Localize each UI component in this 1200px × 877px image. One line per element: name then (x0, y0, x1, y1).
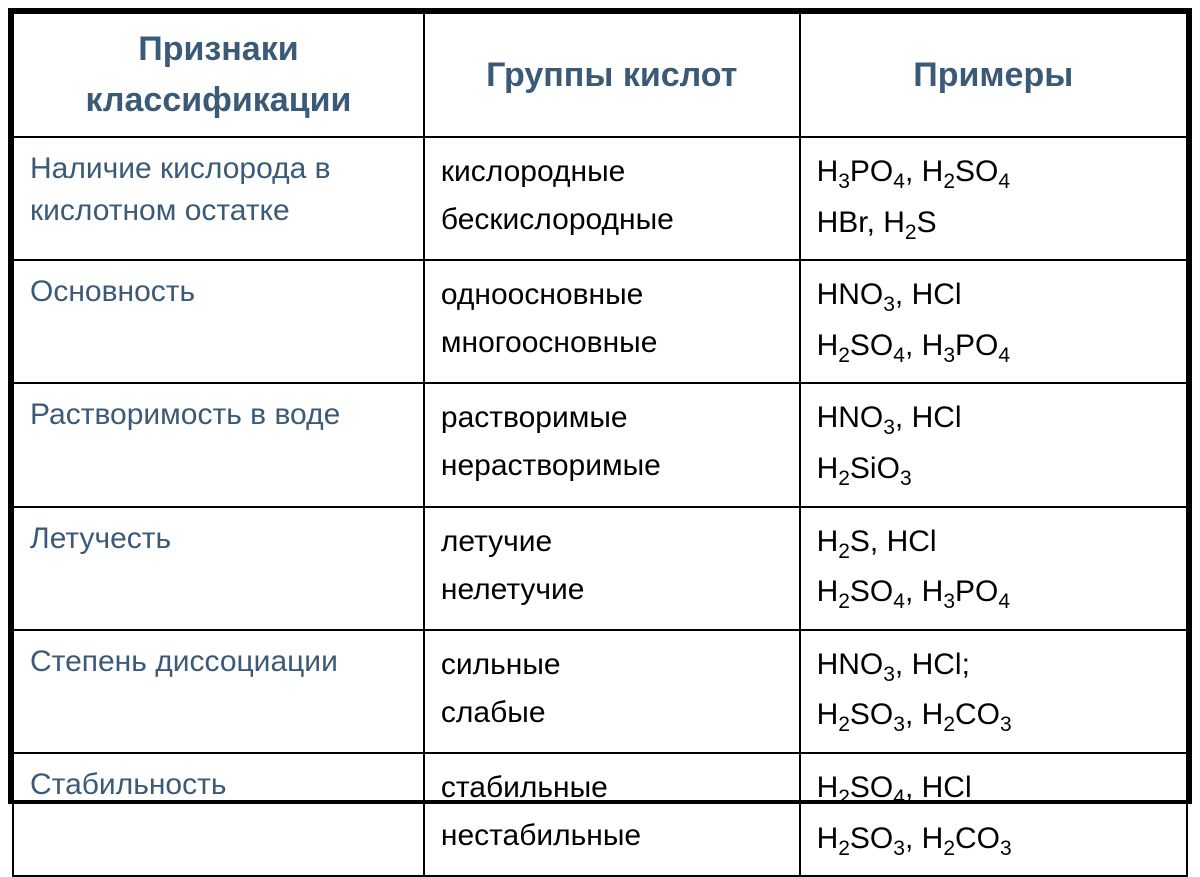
examples-cell: HNO3, HClH2SiO3 (800, 383, 1187, 506)
group-line: сильные (441, 641, 783, 689)
group-line: слабые (441, 689, 783, 737)
example-line: H2SO4, H3PO4 (817, 322, 1170, 373)
group-line: нестабильные (441, 812, 783, 860)
groups-cell: сильныеслабые (424, 630, 800, 753)
example-line: H2SO3, H2CO3 (817, 691, 1170, 742)
groups-cell: кислородныебескислородные (424, 137, 800, 260)
example-line: HBr, H2S (817, 199, 1170, 250)
header-groups: Группы кислот (424, 13, 800, 137)
classification-table: Признаки классификации Группы кислот При… (12, 12, 1188, 877)
criteria-cell: Растворимость в воде (13, 383, 424, 506)
group-line: нелетучие (441, 566, 783, 614)
group-line: растворимые (441, 394, 783, 442)
example-line: H2SO4, H3PO4 (817, 568, 1170, 619)
example-line: H2S, HCl (817, 518, 1170, 569)
group-line: нерастворимые (441, 442, 783, 490)
criteria-cell: Наличие кислорода в кислотном остатке (13, 137, 424, 260)
table-body: Наличие кислорода в кислотном остаткекис… (13, 137, 1187, 876)
example-line: H2SO3, H2CO3 (817, 815, 1170, 866)
examples-cell: H2S, HClH2SO4, H3PO4 (800, 507, 1187, 630)
group-line: летучие (441, 518, 783, 566)
examples-cell: HNO3, HCl; H2SO3, H2CO3 (800, 630, 1187, 753)
table-row: Растворимость в водерастворимыенераствор… (13, 383, 1187, 506)
group-line: одноосновные (441, 271, 783, 319)
examples-cell: HNO3, HClH2SO4, H3PO4 (800, 260, 1187, 383)
example-line: H2SiO3 (817, 445, 1170, 496)
table-row: ОсновностьодноосновныемногоосновныеHNO3,… (13, 260, 1187, 383)
acids-classification-table: Признаки классификации Группы кислот При… (8, 8, 1192, 804)
examples-cell: H2SO4, HCl H2SO3, H2CO3 (800, 753, 1187, 876)
groups-cell: летучиенелетучие (424, 507, 800, 630)
table-header-row: Признаки классификации Группы кислот При… (13, 13, 1187, 137)
table-row: ЛетучестьлетучиенелетучиеH2S, HClH2SO4, … (13, 507, 1187, 630)
example-line: H3PO4, H2SO4 (817, 148, 1170, 199)
criteria-cell: Степень диссоциации (13, 630, 424, 753)
example-line: HNO3, HCl (817, 271, 1170, 322)
table-row: Наличие кислорода в кислотном остаткекис… (13, 137, 1187, 260)
example-line: HNO3, HCl (817, 394, 1170, 445)
group-line: бескислородные (441, 196, 783, 244)
example-line: HNO3, HCl; (817, 641, 1170, 692)
group-line: стабильные (441, 764, 783, 812)
example-line: H2SO4, HCl (817, 764, 1170, 815)
group-line: многоосновные (441, 319, 783, 367)
header-examples: Примеры (800, 13, 1187, 137)
criteria-cell: Летучесть (13, 507, 424, 630)
groups-cell: одноосновныемногоосновные (424, 260, 800, 383)
table-row: Степень диссоциациисильныеслабыеHNO3, HC… (13, 630, 1187, 753)
criteria-cell: Основность (13, 260, 424, 383)
groups-cell: стабильныенестабильные (424, 753, 800, 876)
header-criteria: Признаки классификации (13, 13, 424, 137)
criteria-cell: Стабильность (13, 753, 424, 876)
examples-cell: H3PO4, H2SO4 HBr, H2S (800, 137, 1187, 260)
group-line: кислородные (441, 148, 783, 196)
groups-cell: растворимыенерастворимые (424, 383, 800, 506)
table-row: Стабильностьстабильныенестабильные H2SO4… (13, 753, 1187, 876)
